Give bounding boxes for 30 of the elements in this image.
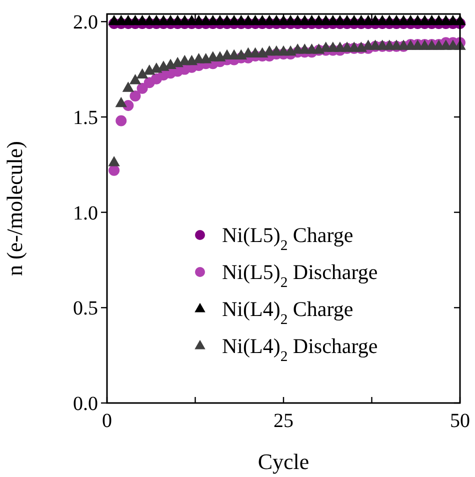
point xyxy=(136,68,148,79)
point xyxy=(172,57,184,68)
y-tick-label: 1.5 xyxy=(73,106,98,129)
point xyxy=(130,74,141,84)
point xyxy=(108,156,120,166)
point xyxy=(150,63,162,73)
x-axis-title: Cycle xyxy=(258,449,310,474)
point xyxy=(214,52,226,62)
point xyxy=(285,46,296,56)
y-tick-label: 0.5 xyxy=(73,298,98,320)
text: 0.0 xyxy=(73,393,98,415)
legend-label: Ni(L5)$_{2}$ Charge xyxy=(222,223,354,254)
point xyxy=(158,61,169,71)
legend-label: Ni(L5)$_{2}$ Discharge xyxy=(222,260,378,291)
text: 2.0 xyxy=(73,12,98,34)
point xyxy=(165,59,176,69)
y-axis-title: n (e-/molecule) xyxy=(2,141,27,276)
point xyxy=(200,54,212,64)
x-tick-label: 0 xyxy=(102,410,112,432)
point xyxy=(116,115,127,126)
point xyxy=(108,164,120,176)
x-tick-label: 25 xyxy=(274,410,294,432)
point xyxy=(122,82,134,92)
point xyxy=(136,82,148,94)
text: 1.0 xyxy=(73,202,98,224)
legend-label: Ni(L4)$_{2}$ Charge xyxy=(222,297,354,328)
point xyxy=(130,90,141,102)
x-tick-label: 50 xyxy=(450,410,470,432)
legend-label: Ni(L4)$_{2}$ Discharge xyxy=(222,334,378,365)
point xyxy=(116,97,127,108)
